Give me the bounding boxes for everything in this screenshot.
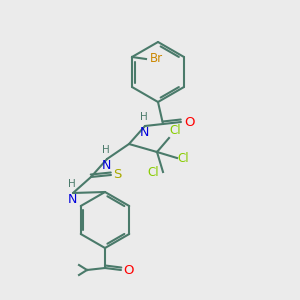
Text: N: N: [139, 126, 149, 139]
Text: N: N: [101, 159, 111, 172]
Text: N: N: [67, 193, 77, 206]
Text: O: O: [184, 116, 194, 128]
Text: Cl: Cl: [147, 166, 159, 178]
Text: O: O: [123, 263, 134, 277]
Text: H: H: [68, 179, 76, 189]
Text: Cl: Cl: [177, 152, 189, 164]
Text: Br: Br: [150, 52, 163, 65]
Text: H: H: [102, 145, 110, 155]
Text: H: H: [140, 112, 148, 122]
Text: S: S: [113, 169, 122, 182]
Text: Cl: Cl: [169, 124, 181, 137]
